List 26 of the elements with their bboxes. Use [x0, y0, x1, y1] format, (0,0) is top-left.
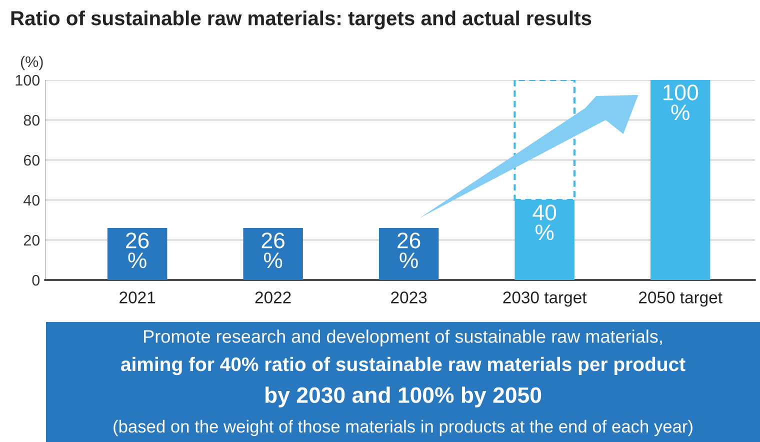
y-tick-label: 40	[24, 194, 40, 206]
data-label: 26 %	[262, 232, 284, 268]
y-tick-label: 0	[32, 274, 40, 286]
chart-title: Ratio of sustainable raw materials: targets and actual results	[11, 10, 592, 30]
text: aiming for 40% ratio of sustainable raw materials per product	[121, 356, 686, 376]
y-tick-label: 60	[24, 154, 40, 166]
y-tick-label: 100	[16, 74, 40, 86]
text: (based on the weight of those materials in products at the end of each year)	[114, 420, 692, 436]
data-label: 26 %	[398, 232, 420, 268]
x-tick-label: 2022	[255, 292, 291, 304]
y-tick-label: 20	[24, 234, 40, 246]
bar	[650, 80, 710, 280]
x-tick-label: 2050 target	[639, 292, 722, 307]
bar	[378, 228, 439, 280]
data-label: 26 %	[126, 232, 149, 268]
y-tick-label: 80	[24, 114, 40, 126]
data-label: 40 %	[532, 204, 556, 240]
x-tick-label: 2030 target	[503, 292, 587, 307]
text: Promote research and development of sustainable raw materials,	[144, 330, 662, 346]
text: by 2030 and 100% by 2050	[266, 386, 542, 408]
y-axis-title: (%)	[20, 56, 43, 70]
x-tick-label: 2023	[391, 292, 427, 304]
x-tick-label: 2021	[120, 292, 156, 304]
data-label: 100 %	[663, 84, 698, 120]
bar	[107, 228, 168, 280]
bar	[243, 228, 303, 280]
